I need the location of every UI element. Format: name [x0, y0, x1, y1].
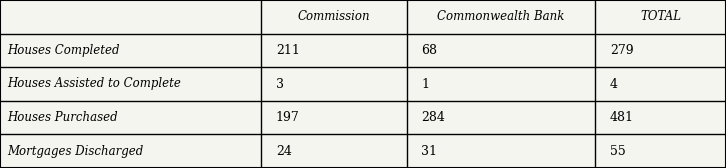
Text: TOTAL: TOTAL [640, 10, 681, 23]
Text: Houses Purchased: Houses Purchased [7, 111, 118, 124]
Text: 31: 31 [421, 145, 437, 158]
Text: 284: 284 [421, 111, 445, 124]
Text: Houses Completed: Houses Completed [7, 44, 120, 57]
Text: 3: 3 [276, 77, 284, 91]
Text: Commission: Commission [298, 10, 370, 23]
Text: Commonwealth Bank: Commonwealth Bank [437, 10, 565, 23]
Text: 197: 197 [276, 111, 300, 124]
Text: 211: 211 [276, 44, 300, 57]
Text: 24: 24 [276, 145, 292, 158]
Text: Houses Assisted to Complete: Houses Assisted to Complete [7, 77, 181, 91]
Text: 1: 1 [421, 77, 429, 91]
Text: 68: 68 [421, 44, 437, 57]
Text: 4: 4 [610, 77, 618, 91]
Text: 55: 55 [610, 145, 626, 158]
Text: 279: 279 [610, 44, 634, 57]
Text: 481: 481 [610, 111, 634, 124]
Text: Mortgages Discharged: Mortgages Discharged [7, 145, 144, 158]
